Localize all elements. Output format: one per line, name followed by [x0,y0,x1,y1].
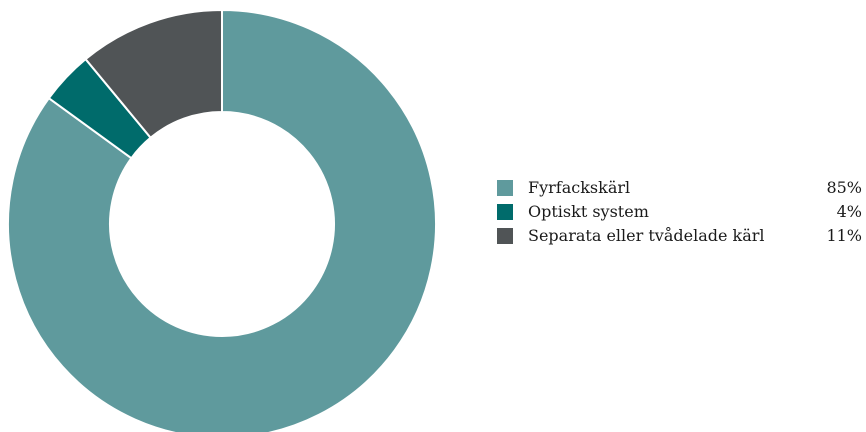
legend-item-optiskt-system: Optiskt system 4% [497,200,866,224]
legend-swatch [497,228,513,244]
legend-label: Optiskt system [528,202,649,221]
legend-swatch [497,180,513,196]
donut-slice [7,8,437,432]
legend-label: Separata eller tvådelade kärl [528,226,765,245]
donut-slice [84,8,223,140]
legend-value: 4% [836,202,862,221]
legend-value: 11% [826,226,862,245]
legend: Fyrfackskärl 85% Optiskt system 4% Separ… [497,176,866,248]
legend-item-fyrfackskarl: Fyrfackskärl 85% [497,176,866,200]
legend-swatch [497,204,513,220]
donut-chart [7,8,437,432]
legend-label: Fyrfackskärl [528,178,631,197]
legend-value: 85% [826,178,862,197]
legend-item-separata-karl: Separata eller tvådelade kärl 11% [497,224,866,248]
